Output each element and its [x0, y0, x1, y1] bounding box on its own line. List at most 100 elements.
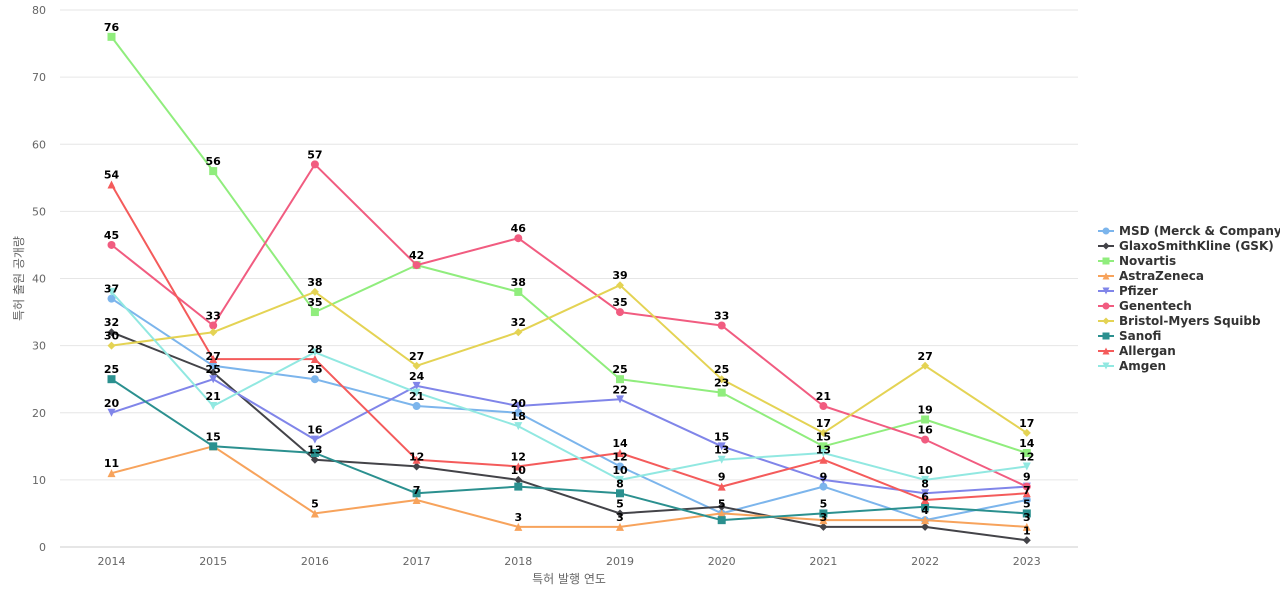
data-point	[921, 415, 930, 424]
legend-label: GlaxoSmithKline (GSK)	[1119, 239, 1274, 253]
x-tick-label: 2015	[199, 555, 227, 568]
data-point	[921, 489, 930, 498]
data-point	[717, 375, 726, 384]
data-point	[921, 435, 930, 444]
data-label: 7	[1023, 484, 1031, 497]
data-label: 14	[1019, 437, 1035, 450]
legend-item[interactable]: Genentech	[1098, 299, 1192, 313]
data-label: 9	[820, 471, 828, 484]
data-label: 11	[104, 457, 119, 470]
data-point	[209, 321, 218, 330]
data-point	[514, 234, 523, 243]
legend-label: Amgen	[1119, 359, 1166, 373]
data-point	[412, 261, 421, 270]
data-label: 12	[409, 450, 424, 463]
legend-item[interactable]: Bristol-Myers Squibb	[1098, 314, 1261, 328]
data-point	[107, 294, 116, 303]
data-point	[921, 522, 930, 531]
data-point	[819, 428, 828, 437]
data-point	[107, 328, 116, 337]
data-label: 39	[612, 269, 627, 282]
legend-marker	[1102, 302, 1110, 310]
data-point	[819, 475, 828, 484]
data-point	[310, 449, 319, 458]
series-line	[111, 331, 1027, 542]
data-point	[514, 402, 523, 411]
data-point	[717, 442, 726, 451]
data-label: 9	[1023, 471, 1031, 484]
data-point	[717, 388, 726, 397]
data-label: 3	[1023, 511, 1031, 524]
data-point	[209, 167, 218, 176]
legend-item[interactable]: Amgen	[1098, 359, 1166, 373]
data-point	[717, 502, 726, 511]
data-point	[616, 449, 624, 458]
legend-marker	[1102, 272, 1110, 280]
series-9	[107, 287, 1031, 484]
data-point	[412, 489, 421, 498]
data-point	[616, 308, 624, 317]
data-point	[209, 355, 218, 364]
data-label: 27	[206, 350, 221, 363]
data-label: 21	[816, 390, 831, 403]
data-label: 17	[816, 417, 831, 430]
data-point	[209, 368, 218, 377]
data-point	[209, 328, 218, 337]
data-label: 3	[616, 511, 624, 524]
data-point	[921, 361, 930, 370]
data-point	[107, 32, 116, 41]
legend-item[interactable]: GlaxoSmithKline (GSK)	[1098, 239, 1274, 253]
data-point	[717, 455, 726, 464]
series-line	[111, 445, 1027, 528]
data-label: 15	[206, 430, 221, 443]
grid-layer	[60, 9, 1078, 548]
data-label: 5	[311, 497, 319, 510]
data-label: 32	[104, 316, 119, 329]
data-point	[717, 482, 726, 491]
data-point	[412, 462, 421, 471]
series-line	[110, 163, 1028, 488]
data-label: 13	[816, 444, 831, 457]
y-tick-label: 30	[32, 340, 46, 353]
data-label: 16	[307, 424, 323, 437]
legend-item[interactable]: Sanofi	[1098, 329, 1161, 343]
legend-label: Genentech	[1119, 299, 1192, 313]
data-point	[717, 509, 726, 518]
data-label: 22	[612, 383, 627, 396]
y-tick-label: 10	[32, 474, 46, 487]
series-2	[107, 32, 1031, 458]
x-tick-label: 2014	[98, 555, 126, 568]
x-tick-label: 2018	[504, 555, 532, 568]
data-point	[107, 408, 116, 417]
data-label: 27	[409, 350, 424, 363]
series-line	[111, 378, 1027, 495]
data-label: 37	[104, 283, 119, 296]
legend-label: Sanofi	[1119, 329, 1161, 343]
legend-item[interactable]: Novartis	[1098, 254, 1176, 268]
data-point	[1022, 509, 1031, 518]
legend-item[interactable]: Pfizer	[1098, 284, 1158, 298]
data-point	[107, 287, 116, 296]
data-point	[310, 160, 319, 169]
data-point	[514, 408, 523, 417]
data-label: 42	[409, 249, 424, 262]
legend-marker	[1102, 257, 1110, 265]
series-layer	[107, 32, 1031, 545]
data-point	[412, 496, 421, 505]
legend-item[interactable]: AstraZeneca	[1098, 269, 1204, 283]
data-label: 12	[1019, 450, 1034, 463]
data-label: 12	[511, 450, 526, 463]
data-point	[514, 475, 523, 484]
data-point	[819, 449, 828, 458]
legend-marker	[1102, 362, 1110, 370]
data-point	[310, 348, 319, 357]
y-tick-label: 40	[32, 273, 46, 286]
x-tick-label: 2019	[606, 555, 634, 568]
legend-item[interactable]: MSD (Merck & Company)	[1098, 224, 1280, 238]
legend-item[interactable]: Allergan	[1098, 344, 1176, 358]
data-label: 10	[511, 464, 527, 477]
x-tick-label: 2017	[403, 555, 431, 568]
data-label: 38	[511, 276, 526, 289]
data-point	[107, 180, 116, 189]
data-point	[819, 522, 828, 531]
